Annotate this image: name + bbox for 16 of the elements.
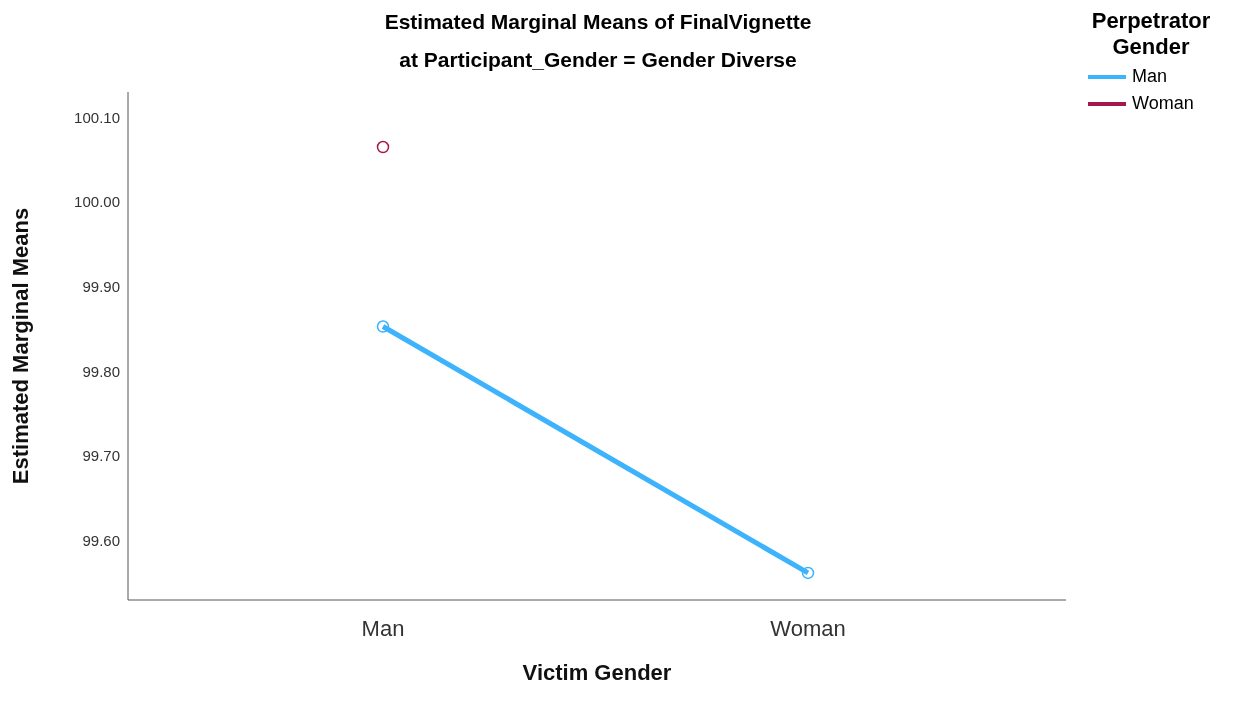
y-tick-label: 99.90 xyxy=(82,278,120,296)
legend-label: Man xyxy=(1132,66,1168,87)
chart-title: Estimated Marginal Means of FinalVignette xyxy=(383,9,813,35)
y-tick-label: 99.70 xyxy=(82,447,120,465)
chart-subtitle: at Participant_Gender = Gender Diverse xyxy=(398,47,798,73)
y-tick-label: 100.10 xyxy=(74,108,120,126)
y-tick-label: 100.00 xyxy=(74,193,120,211)
point xyxy=(801,566,815,580)
point xyxy=(376,320,390,333)
legend-label: Woman xyxy=(1132,93,1194,114)
y-axis-title: Estimated Marginal Means xyxy=(7,207,33,485)
y-tick-label: 99.60 xyxy=(82,532,120,550)
x-axis-title: Victim Gender xyxy=(522,660,672,685)
point xyxy=(376,140,390,154)
y-tick-label: 99.80 xyxy=(82,362,120,380)
legend-title: Perpetrator Gender xyxy=(1090,8,1212,60)
